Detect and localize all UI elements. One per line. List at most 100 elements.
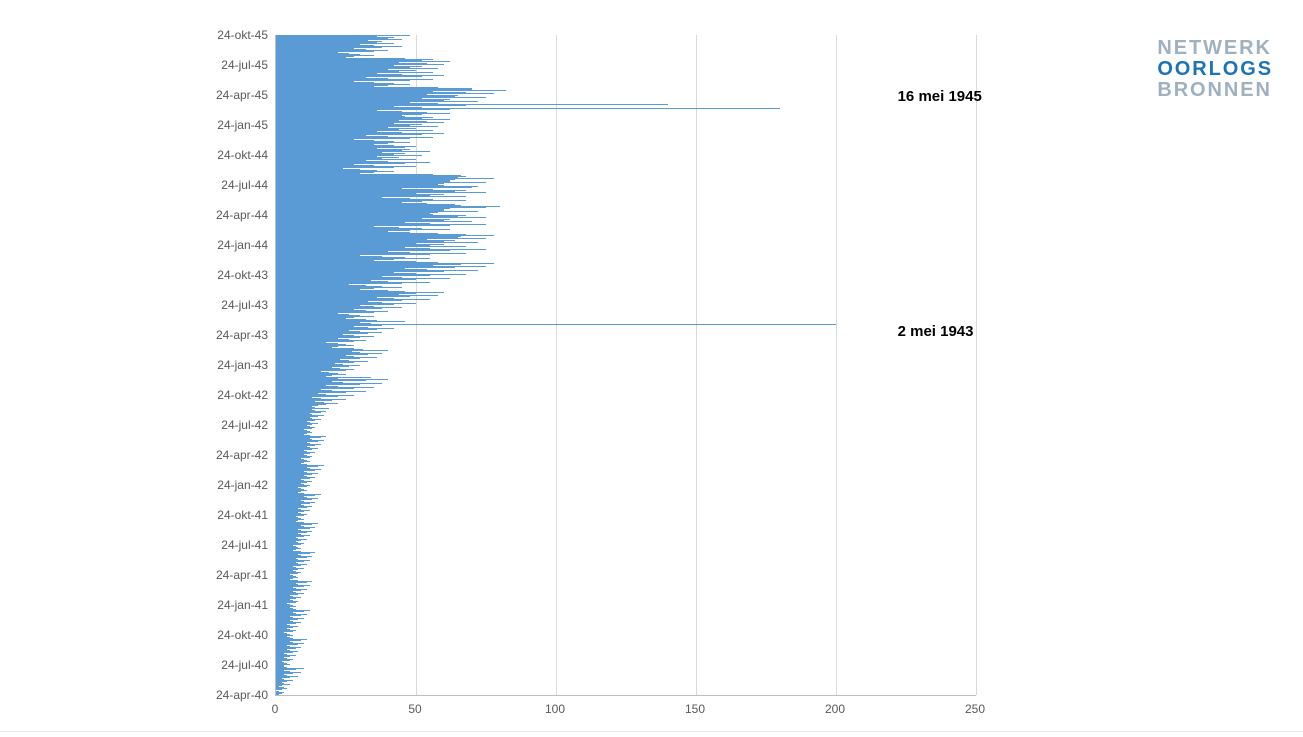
data-bar — [276, 42, 377, 43]
gridline — [836, 35, 837, 695]
data-bar — [276, 189, 433, 190]
data-bar — [276, 281, 388, 282]
data-bar — [276, 46, 402, 47]
data-bar — [276, 576, 296, 577]
data-bar — [276, 224, 486, 225]
data-bar — [276, 312, 374, 313]
data-bar — [276, 151, 430, 152]
data-bar — [276, 636, 287, 637]
data-bar — [276, 390, 332, 391]
data-bar — [276, 214, 433, 215]
data-bar — [276, 446, 307, 447]
data-bar — [276, 674, 284, 675]
data-bar — [276, 572, 301, 573]
data-bar — [276, 300, 402, 301]
data-bar — [276, 258, 430, 259]
data-bar — [276, 241, 444, 242]
data-bar — [276, 207, 455, 208]
data-bar — [276, 309, 354, 310]
data-bar — [276, 38, 388, 39]
data-bar — [276, 584, 298, 585]
data-bar — [276, 563, 298, 564]
data-bar — [276, 93, 494, 94]
data-bar — [276, 596, 293, 597]
data-bar — [276, 104, 668, 105]
data-bar — [276, 90, 506, 91]
data-bar — [276, 91, 433, 92]
data-bar — [276, 621, 293, 622]
data-bar — [276, 631, 293, 632]
data-bar — [276, 441, 318, 442]
data-bar — [276, 215, 466, 216]
data-bar — [276, 208, 450, 209]
data-bar — [276, 488, 301, 489]
data-bar — [276, 64, 444, 65]
data-bar — [276, 106, 394, 107]
data-bar — [276, 230, 410, 231]
data-bar — [276, 264, 410, 265]
data-bar — [276, 293, 382, 294]
data-bar — [276, 366, 349, 367]
data-bar — [276, 522, 304, 523]
data-bar — [276, 72, 433, 73]
data-bar — [276, 422, 310, 423]
data-bar — [276, 493, 304, 494]
y-tick-label: 24-apr-40 — [216, 688, 268, 702]
data-bar — [276, 118, 422, 119]
data-bar — [276, 211, 478, 212]
data-bar — [276, 115, 402, 116]
footer-divider — [0, 731, 1303, 732]
data-bar — [276, 65, 394, 66]
data-bar — [276, 477, 315, 478]
data-bar — [276, 345, 354, 346]
data-bar — [276, 216, 458, 217]
data-bar — [276, 260, 374, 261]
data-bar — [276, 507, 307, 508]
data-bar — [276, 280, 371, 281]
data-bar — [276, 475, 304, 476]
data-bar — [276, 344, 346, 345]
data-bar — [276, 288, 374, 289]
data-bar — [276, 55, 374, 56]
data-bar — [276, 272, 394, 273]
data-bar — [276, 269, 427, 270]
data-bar — [276, 159, 416, 160]
data-bar — [276, 591, 293, 592]
y-tick-label: 24-apr-41 — [216, 568, 268, 582]
data-bar — [276, 36, 377, 37]
data-bar — [276, 94, 427, 95]
data-bar — [276, 176, 466, 177]
data-bar — [276, 541, 296, 542]
data-bar — [276, 283, 402, 284]
data-bar — [276, 567, 296, 568]
data-bar — [276, 81, 354, 82]
data-bar — [276, 482, 307, 483]
data-bar — [276, 397, 312, 398]
data-bar — [276, 643, 304, 644]
data-bar — [276, 550, 293, 551]
data-bar — [276, 127, 388, 128]
data-bar — [276, 37, 394, 38]
data-bar — [276, 526, 304, 527]
data-bar — [276, 637, 284, 638]
data-bar — [276, 571, 296, 572]
data-bar — [276, 264, 461, 265]
data-bar — [276, 270, 478, 271]
data-bar — [276, 318, 346, 319]
data-bar — [276, 301, 368, 302]
data-bar — [276, 154, 394, 155]
data-bar — [276, 305, 360, 306]
data-bar — [276, 569, 298, 570]
data-bar — [276, 657, 284, 658]
data-bar — [276, 231, 388, 232]
data-bar — [276, 271, 444, 272]
data-bar — [276, 255, 360, 256]
data-bar — [276, 551, 301, 552]
data-bar — [276, 566, 293, 567]
data-bar — [276, 455, 307, 456]
gridline — [696, 35, 697, 695]
data-bar — [276, 293, 416, 294]
y-tick-label: 24-apr-44 — [216, 208, 268, 222]
data-bar — [276, 404, 326, 405]
data-bar — [276, 560, 310, 561]
